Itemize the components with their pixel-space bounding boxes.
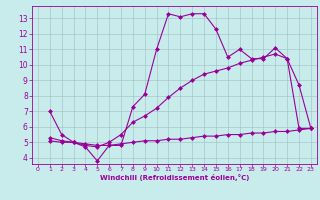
X-axis label: Windchill (Refroidissement éolien,°C): Windchill (Refroidissement éolien,°C) [100, 174, 249, 181]
